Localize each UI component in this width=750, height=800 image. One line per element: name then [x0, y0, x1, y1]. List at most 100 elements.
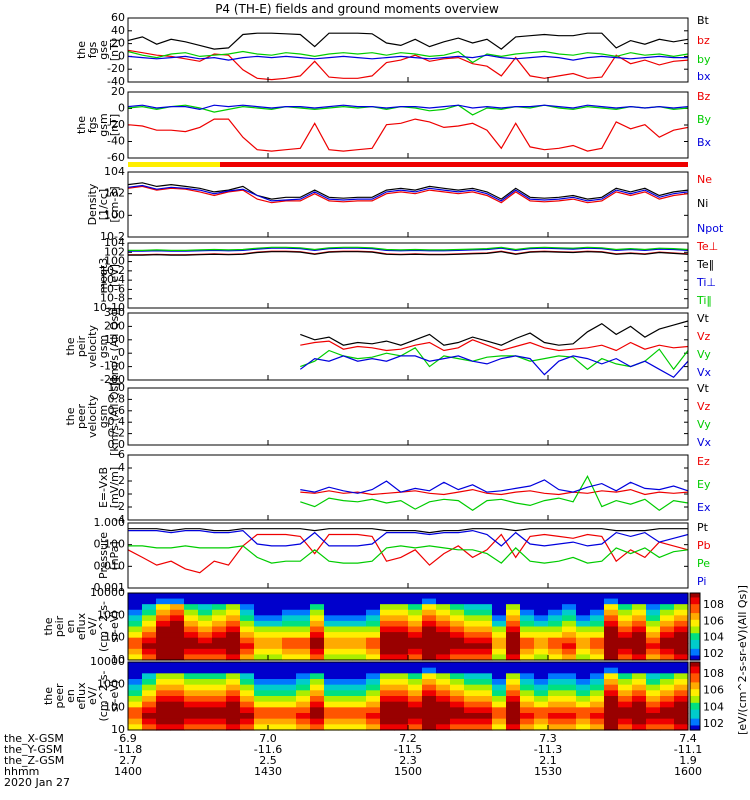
heatmap-cell: [380, 679, 395, 686]
heatmap-cell: [240, 707, 255, 714]
heatmap-cell: [646, 662, 661, 669]
heatmap-cell: [128, 654, 143, 661]
ylabel-line: velocity: [86, 325, 99, 368]
heatmap-cell: [310, 684, 325, 691]
heatmap-cell: [660, 593, 675, 600]
heatmap-cell: [562, 654, 577, 661]
heatmap-cell: [478, 718, 493, 725]
colorbar-cell: [690, 696, 700, 699]
heatmap-cell: [338, 615, 353, 622]
ytick-label: 104: [104, 236, 125, 249]
ylabel-line: gsm: [97, 405, 110, 428]
ytick-label: 1000: [97, 608, 125, 621]
heatmap-cell: [422, 643, 437, 650]
heatmap-cell: [590, 598, 605, 605]
heatmap-cell: [380, 615, 395, 622]
heatmap-cell: [184, 620, 199, 628]
heatmap-cell: [660, 667, 675, 674]
heatmap-cell: [352, 701, 367, 708]
heatmap-cell: [380, 724, 395, 731]
heatmap-cell: [660, 643, 675, 650]
heatmap-cell: [324, 637, 339, 644]
ylabel-line: peir: [53, 615, 66, 637]
colorbar-cell: [690, 601, 700, 605]
heatmap-cell: [128, 718, 143, 725]
heatmap-cell: [506, 593, 521, 600]
heatmap-cell: [492, 626, 507, 633]
footer-value: -11.6: [254, 743, 282, 756]
heatmap-cell: [254, 598, 269, 605]
heatmap-cell: [520, 696, 535, 703]
heatmap-cell: [492, 632, 507, 639]
heatmap-cell: [380, 713, 395, 720]
heatmap-cell: [422, 690, 437, 697]
heatmap-cell: [590, 654, 605, 661]
heatmap-cell: [184, 615, 199, 622]
heatmap-cell: [478, 713, 493, 720]
heatmap-cell: [590, 604, 605, 611]
heatmap-cell: [380, 620, 395, 628]
heatmap-cell: [156, 643, 171, 650]
legend-Te⊥: Te⊥: [696, 240, 718, 253]
heatmap-cell: [660, 684, 675, 691]
heatmap-cell: [338, 654, 353, 661]
legend-Vz: Vz: [697, 400, 711, 413]
ylabel-line: (cm^2-s-: [97, 601, 110, 652]
heatmap-cell: [128, 609, 143, 616]
heatmap-cell: [156, 690, 171, 697]
heatmap-cell: [492, 615, 507, 622]
heatmap-cell: [324, 724, 339, 731]
colorbar-cell: [690, 617, 700, 621]
heatmap-cell: [352, 637, 367, 644]
heatmap-cell: [282, 609, 297, 616]
heatmap-cell: [156, 673, 171, 680]
heatmap-cell: [646, 598, 661, 605]
heatmap-cell: [408, 648, 423, 656]
heatmap-cell: [576, 713, 591, 720]
heatmap-cell: [282, 604, 297, 611]
heatmap-cell: [184, 673, 199, 680]
footer-date: 2020 Jan 27: [4, 776, 70, 789]
heatmap-cell: [240, 724, 255, 731]
ylabel-efield: E=-VxB[mV/m]: [97, 467, 121, 508]
heatmap-cell: [170, 724, 185, 731]
heatmap-cell: [534, 632, 549, 639]
colorbar-cell: [690, 716, 700, 720]
heatmap-cell: [674, 713, 689, 720]
heatmap-cell: [422, 696, 437, 703]
heatmap-cell: [142, 718, 157, 725]
ylabel-line: the: [64, 407, 77, 425]
heatmap-cell: [212, 632, 227, 639]
heatmap-cell: [394, 684, 409, 691]
heatmap-cell: [324, 632, 339, 639]
heatmap-cell: [254, 690, 269, 697]
heatmap-cell: [128, 713, 143, 720]
heatmap-cell: [604, 648, 619, 656]
heatmap-cell: [212, 718, 227, 725]
ytick-label: 0.100: [94, 538, 126, 551]
heatmap-cell: [534, 667, 549, 674]
heatmap-cell: [436, 593, 451, 600]
heatmap-cell: [534, 648, 549, 656]
heatmap-cell: [436, 648, 451, 656]
heatmap-cell: [506, 713, 521, 720]
heatmap-cell: [506, 604, 521, 611]
heatmap-cell: [310, 667, 325, 674]
heatmap-cell: [198, 713, 213, 720]
heatmap-cell: [604, 620, 619, 628]
heatmap-cell: [254, 637, 269, 644]
heatmap-cell: [310, 724, 325, 731]
legend-Pb: Pb: [697, 539, 711, 552]
heatmap-cell: [128, 620, 143, 628]
heatmap-cell: [268, 667, 283, 674]
heatmap-cell: [156, 654, 171, 661]
heatmap-cell: [226, 637, 241, 644]
heatmap-cell: [478, 620, 493, 628]
footer-value: 1.9: [679, 754, 697, 767]
heatmap-cell: [156, 598, 171, 605]
colorbar-cell: [690, 689, 700, 693]
heatmap-cell: [562, 718, 577, 725]
ytick-label: 1.000: [94, 516, 126, 529]
colorbar-cell: [690, 664, 700, 668]
heatmap-cell: [604, 626, 619, 633]
